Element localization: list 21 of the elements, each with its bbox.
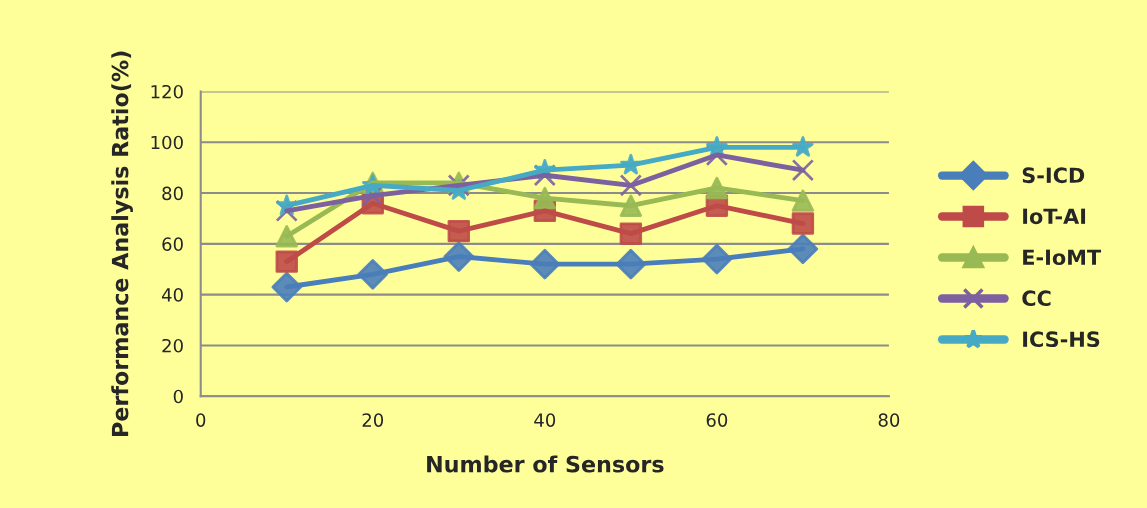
y-tick-label: 20 xyxy=(162,338,183,353)
x-tick-label: 20 xyxy=(362,413,384,427)
y-tick-label: 100 xyxy=(151,135,183,150)
point xyxy=(791,158,815,182)
y-axis-title: Performance Analysis Ratio(%) xyxy=(111,51,133,436)
y-tick-label: 60 xyxy=(162,237,183,251)
legend-label: CC xyxy=(1022,290,1051,307)
y-tick-label: 0 xyxy=(173,389,183,404)
x-tick-label: 80 xyxy=(878,413,900,427)
y-tick-label: 120 xyxy=(151,84,183,99)
y-tick-label: 80 xyxy=(162,186,183,201)
legend-label: E-IoMT xyxy=(1023,249,1102,266)
point xyxy=(619,174,643,197)
x-tick-label: 60 xyxy=(706,413,728,427)
y-tick-label: 40 xyxy=(161,288,183,302)
x-tick-label: 40 xyxy=(534,413,556,427)
x-axis-title: Number of Sensors xyxy=(427,455,664,473)
legend-label: IoT-AI xyxy=(1023,208,1086,225)
legend-label: S-ICD xyxy=(1022,167,1085,184)
x-tick-label: 0 xyxy=(196,413,206,427)
legend-label: ICS-HS xyxy=(1023,331,1100,348)
